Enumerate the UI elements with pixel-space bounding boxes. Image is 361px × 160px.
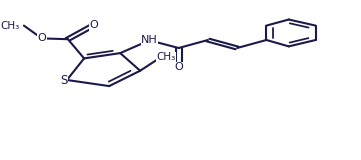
Text: O: O	[174, 62, 183, 72]
Text: O: O	[38, 33, 46, 43]
Text: CH₃: CH₃	[0, 21, 20, 31]
Text: NH: NH	[141, 35, 158, 45]
Text: CH₃: CH₃	[156, 52, 175, 62]
Text: O: O	[89, 20, 98, 30]
Text: S: S	[60, 74, 67, 87]
